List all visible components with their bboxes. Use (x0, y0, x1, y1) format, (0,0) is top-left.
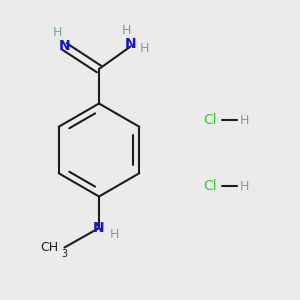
Text: 3: 3 (61, 249, 67, 259)
Text: H: H (240, 179, 249, 193)
Text: N: N (93, 221, 105, 235)
Text: N: N (59, 40, 70, 53)
Text: H: H (121, 23, 131, 37)
Text: CH: CH (40, 241, 58, 254)
Text: Cl: Cl (203, 113, 217, 127)
Text: H: H (52, 26, 62, 39)
Text: Cl: Cl (203, 179, 217, 193)
Text: N: N (125, 37, 136, 50)
Text: H: H (140, 41, 150, 55)
Text: H: H (240, 113, 249, 127)
Text: H: H (109, 227, 119, 241)
